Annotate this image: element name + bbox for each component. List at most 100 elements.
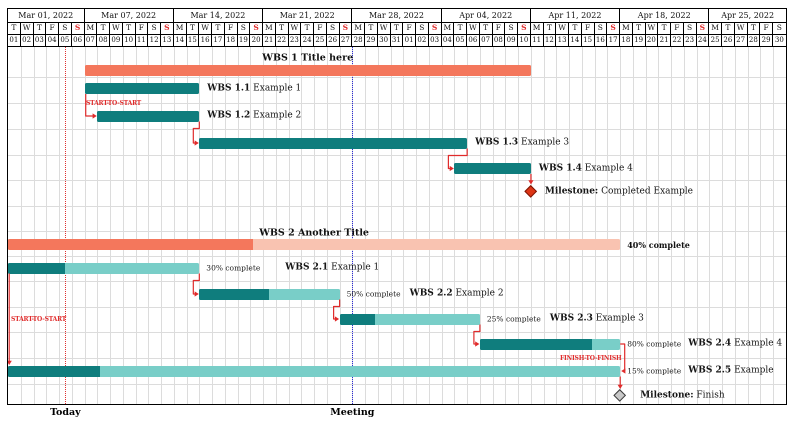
calendar-day-letter: T — [569, 22, 582, 34]
calendar-day-letter: T — [391, 22, 404, 34]
calendar-day-letter: F — [136, 22, 149, 34]
grid-line-vertical — [326, 46, 328, 404]
grid-line-vertical — [352, 46, 354, 404]
calendar-day-letter: S — [72, 22, 85, 34]
calendar-day-letter: F — [493, 22, 506, 34]
grid-line-vertical — [492, 46, 494, 404]
link-arrowhead — [475, 341, 480, 347]
calendar-week-row: Mar 01, 2022 Mar 07, 2022 Mar 14, 2022 Mar … — [8, 9, 786, 22]
calendar-day-letter: W — [289, 22, 302, 34]
grid-line-vertical — [71, 46, 73, 404]
grid-line-vertical — [59, 46, 61, 404]
calendar-day-letter: S — [595, 22, 608, 34]
task-label: WBS 2.4 Example 4 — [688, 338, 783, 349]
group-title: WBS 1 Title here — [262, 52, 354, 64]
grid-line-vertical — [773, 46, 775, 404]
grid-line-horizontal — [8, 155, 786, 156]
calendar-day-number: 13 — [161, 34, 174, 46]
calendar-day-number: 20 — [646, 34, 659, 46]
grid-line-vertical — [569, 46, 571, 404]
calendar-day-letter: T — [658, 22, 671, 34]
grid-line-vertical — [683, 46, 685, 404]
grid-line-horizontal — [8, 231, 786, 232]
grid-line-vertical — [607, 46, 609, 404]
grid-line-vertical — [530, 46, 532, 404]
task-label: WBS 2.5 Example — [688, 365, 774, 376]
calendar-day-letter: F — [314, 22, 327, 34]
timeline-marker-label: Today — [50, 407, 81, 418]
grid-line-vertical — [173, 46, 175, 404]
calendar-day-letter: S — [59, 22, 72, 34]
grid-line-horizontal — [8, 306, 786, 308]
gantt-bar-t14 — [454, 163, 531, 174]
milestone-label: Milestone: Completed Example — [544, 186, 694, 196]
grid-line-vertical — [441, 46, 443, 404]
group-title: WBS 2 Another Title — [259, 227, 369, 239]
grid-line-vertical — [237, 46, 239, 404]
grid-line-horizontal — [8, 281, 786, 282]
calendar-day-number: 06 — [467, 34, 480, 46]
calendar-day-number: 29 — [365, 34, 378, 46]
progress-fill — [8, 239, 253, 250]
grid-line-vertical — [110, 46, 112, 404]
calendar-day-letter: T — [544, 22, 557, 34]
calendar-day-letter: M — [709, 22, 722, 34]
calendar-day-number: 15 — [582, 34, 595, 46]
grid-line-vertical — [645, 46, 647, 404]
calendar-day-number: 19 — [633, 34, 646, 46]
grid-line-vertical — [479, 46, 481, 404]
grid-line-vertical — [454, 46, 456, 404]
calendar-day-number: 30 — [378, 34, 391, 46]
calendar-week-cell: Mar 28, 2022 — [352, 9, 442, 22]
calendar-day-number: 13 — [556, 34, 569, 46]
grid-line-vertical — [275, 46, 277, 404]
task-label-bold: WBS 2.1 — [285, 262, 329, 273]
grid-line-vertical — [97, 46, 99, 404]
grid-line-vertical — [33, 46, 35, 404]
calendar-day-number: 16 — [595, 34, 608, 46]
calendar-day-letter: M — [85, 22, 98, 34]
grid-line-vertical — [747, 46, 749, 404]
calendar-day-letter: S — [416, 22, 429, 34]
chart-frame: Mar 01, 2022 Mar 07, 2022 Mar 14, 2022 Mar … — [7, 8, 787, 405]
calendar-day-letter: T — [276, 22, 289, 34]
calendar-day-letter: M — [174, 22, 187, 34]
calendar-day-number: 23 — [684, 34, 697, 46]
header-divider — [8, 46, 786, 47]
task-label-bold: WBS 2.3 — [549, 313, 593, 324]
calendar-day-number: 16 — [199, 34, 212, 46]
grid-line-horizontal — [8, 102, 786, 104]
task-label-bold: WBS 1.3 — [475, 137, 519, 148]
grid-line-vertical — [250, 46, 252, 404]
milestone-label: Milestone: Finish — [640, 390, 725, 401]
calendar-day-number: 04 — [46, 34, 59, 46]
grid-line-vertical — [212, 46, 214, 404]
progress-fill — [199, 288, 270, 300]
calendar-day-number: 19 — [238, 34, 251, 46]
grid-line-horizontal — [8, 256, 786, 257]
grid-line-vertical — [20, 46, 22, 404]
calendar-day-number: 28 — [352, 34, 365, 46]
calendar-day-number: 01 — [8, 34, 21, 46]
grid-line-vertical — [314, 46, 316, 404]
gantt-bar-t13 — [199, 137, 468, 149]
link-arrowhead — [194, 291, 199, 297]
grid-line-vertical — [709, 46, 711, 404]
grid-line-vertical — [161, 46, 163, 404]
calendar-day-number: 05 — [454, 34, 467, 46]
calendar-day-letter: S — [161, 22, 174, 34]
calendar-day-letter: M — [263, 22, 276, 34]
calendar-week-cell: Apr 04, 2022 — [442, 9, 531, 22]
link-type-label: FINISH-TO-FINISH — [560, 355, 622, 362]
calendar-day-letter: W — [21, 22, 34, 34]
calendar-day-number: 18 — [620, 34, 633, 46]
grid-line-horizontal — [8, 77, 786, 78]
calendar-day-letter: M — [620, 22, 633, 34]
progress-fill — [479, 338, 593, 350]
calendar-day-letter: F — [582, 22, 595, 34]
calendar-day-letter: F — [760, 22, 773, 34]
calendar-day-number: 10 — [518, 34, 531, 46]
calendar-day-number: 12 — [148, 34, 161, 46]
grid-line-vertical — [671, 46, 673, 404]
